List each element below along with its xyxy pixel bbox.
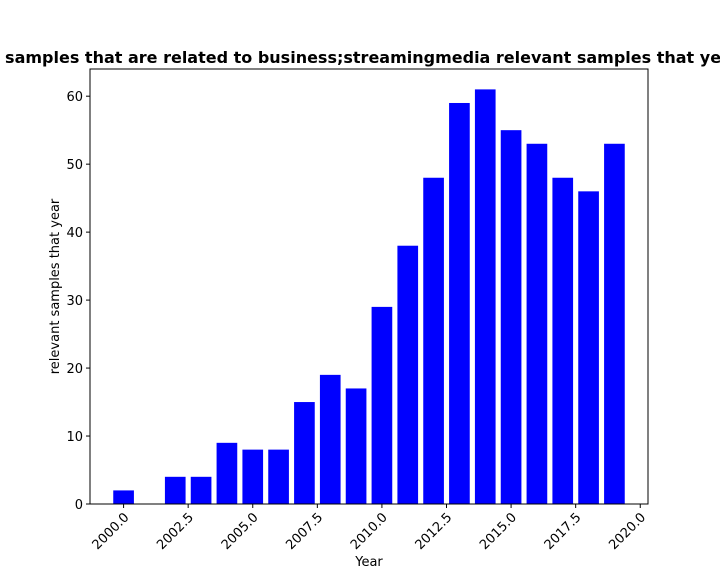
bar-2008 <box>319 374 341 504</box>
y-tick-label: 30 <box>66 294 83 309</box>
x-axis-label: Year <box>354 555 383 570</box>
y-tick-label: 10 <box>66 430 83 445</box>
bar-2006 <box>268 449 289 504</box>
y-tick-label: 50 <box>66 158 83 173</box>
bar-2019 <box>604 143 625 504</box>
bar-2016 <box>526 143 548 504</box>
bar-2018 <box>578 191 599 504</box>
bar-2003 <box>190 476 212 504</box>
bars <box>113 89 625 504</box>
bar-2009 <box>345 388 367 504</box>
chart-title: Number of samples that are related to bu… <box>0 48 720 67</box>
x-tick-label: 2002.5 <box>154 510 197 553</box>
y-axis-label: relevant samples that year <box>48 198 63 374</box>
plot-frame <box>89 68 649 505</box>
x-tick-label: 2017.5 <box>542 510 585 553</box>
bar-2014 <box>474 89 496 504</box>
bar-2010 <box>371 306 393 504</box>
bar-2012 <box>423 177 444 504</box>
bar-2013 <box>449 102 470 504</box>
y-tick-label: 20 <box>66 362 83 377</box>
y-tick-label: 60 <box>66 90 83 105</box>
bar-2000 <box>113 490 134 504</box>
x-axis-ticks: 2000.0 2002.5 2005.0 2007.5 2010.0 2012.5 2015… <box>90 504 649 553</box>
bar-2017 <box>552 177 574 504</box>
x-tick-label: 2007.5 <box>283 510 326 553</box>
y-axis-ticks: 0 10 20 30 40 50 60 <box>66 90 90 513</box>
x-tick-label: 2015.0 <box>477 510 520 553</box>
bar-2015 <box>500 130 522 504</box>
x-tick-label: 2010.0 <box>348 510 391 553</box>
y-tick-label: 0 <box>75 498 83 513</box>
bar-2005 <box>242 449 264 504</box>
bar-2011 <box>397 245 419 504</box>
x-tick-label: 2005.0 <box>219 510 262 553</box>
bar-2002 <box>164 476 186 504</box>
bar-2007 <box>294 402 315 504</box>
x-tick-label: 2012.5 <box>413 510 456 553</box>
x-tick-label: 2020.0 <box>606 510 649 553</box>
y-tick-label: 40 <box>66 226 83 241</box>
x-tick-label: 2000.0 <box>90 510 133 553</box>
bar-2004 <box>216 442 238 504</box>
